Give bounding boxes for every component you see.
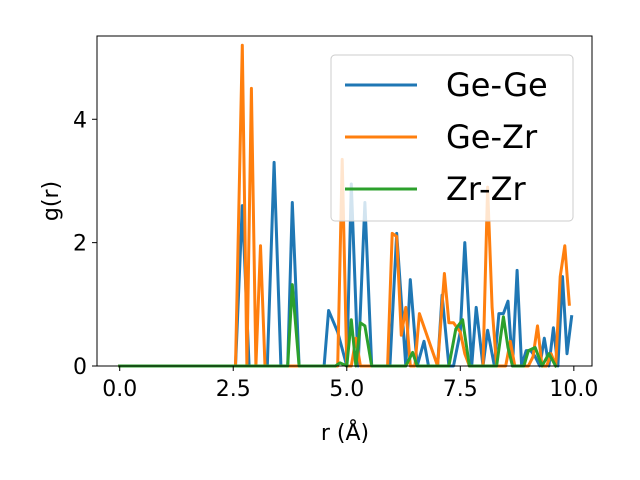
y-axis-label: g(r) bbox=[39, 181, 64, 221]
legend-label-zr-zr: Zr-Zr bbox=[446, 170, 527, 208]
x-tick-label: 10.0 bbox=[549, 377, 598, 402]
series-line-ge-zr bbox=[118, 43, 571, 368]
y-tick-label: 4 bbox=[73, 108, 87, 133]
legend: Ge-Ge Ge-Zr Zr-Zr bbox=[330, 54, 574, 222]
x-tick-label: 0.0 bbox=[102, 377, 137, 402]
legend-box bbox=[330, 54, 574, 222]
legend-label-ge-ge: Ge-Ge bbox=[446, 66, 548, 104]
plot-frame bbox=[96, 35, 593, 367]
x-axis-label: r (Å) bbox=[321, 419, 369, 446]
x-tick-label: 2.5 bbox=[216, 377, 251, 402]
x-tick-label: 5.0 bbox=[329, 377, 364, 402]
y-tick-label: 2 bbox=[73, 232, 87, 257]
axes: 0.0 2.5 5.0 7.5 10.0 0 2 4 bbox=[73, 35, 598, 402]
x-tick-label: 7.5 bbox=[443, 377, 478, 402]
legend-label-ge-zr: Ge-Zr bbox=[446, 118, 538, 156]
y-tick-label: 0 bbox=[73, 355, 87, 380]
